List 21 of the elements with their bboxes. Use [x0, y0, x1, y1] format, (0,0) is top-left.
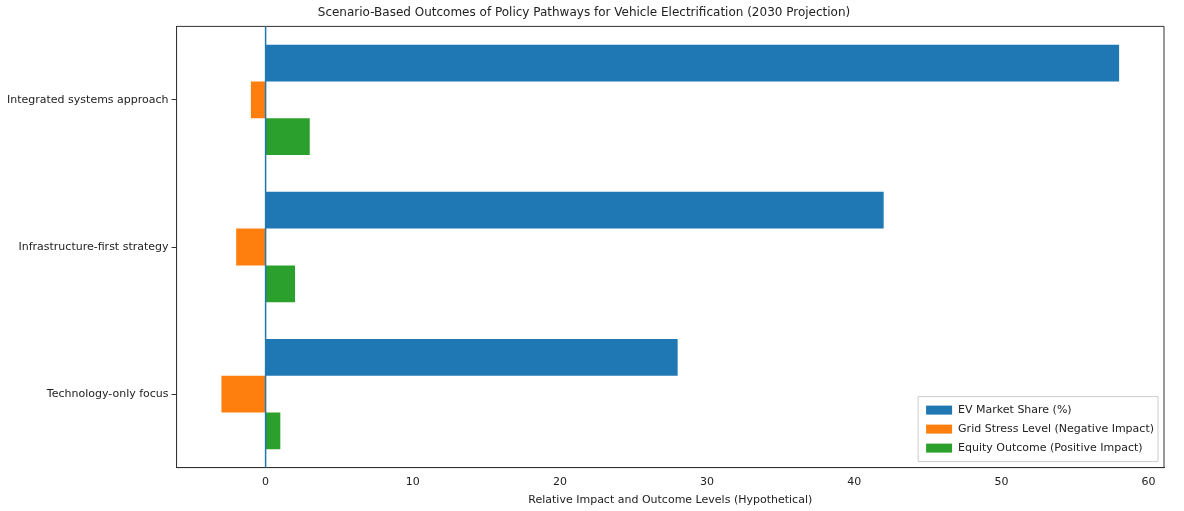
- bar: [265, 118, 310, 156]
- bar: [265, 265, 296, 303]
- x-tick-label: 10: [405, 475, 420, 489]
- legend-label: Equity Outcome (Positive Impact): [958, 441, 1143, 455]
- x-tick-label: 20: [552, 475, 567, 489]
- x-tick-label: 50: [994, 475, 1009, 489]
- bar: [221, 375, 266, 413]
- bar: [236, 228, 266, 266]
- x-tick-label: 30: [700, 475, 715, 489]
- legend-label: Grid Stress Level (Negative Impact): [958, 422, 1154, 436]
- x-tick-label: 0: [262, 475, 270, 489]
- bar: [265, 412, 281, 450]
- x-axis-title: Relative Impact and Outcome Levels (Hypothetical): [528, 493, 813, 507]
- x-tick-label: 60: [1141, 475, 1156, 489]
- y-tick-label: Integrated systems approach: [7, 92, 169, 106]
- y-tick-label: Technology-only focus: [45, 386, 169, 400]
- x-tick-label: 40: [847, 475, 862, 489]
- legend-label: EV Market Share (%): [958, 403, 1072, 417]
- chart-title: Scenario-Based Outcomes of Policy Pathways for Vehicle Electrification (2030 Projection): [317, 5, 851, 20]
- y-tick-label: Infrastructure-first strategy: [18, 239, 170, 253]
- bar: [250, 81, 266, 119]
